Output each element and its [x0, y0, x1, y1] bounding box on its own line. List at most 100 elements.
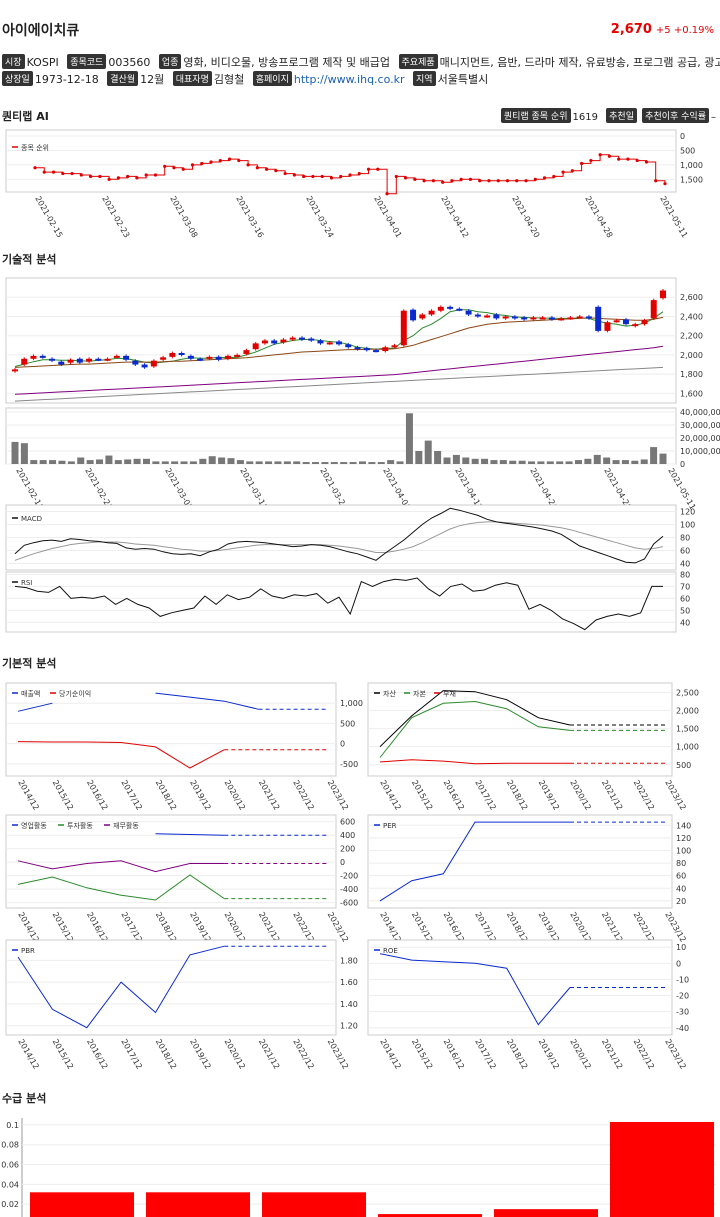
rank-xtick: 2021-03-08	[168, 195, 199, 240]
price-candle	[224, 355, 231, 359]
roe-ytick: -40	[676, 1024, 689, 1033]
rank-point	[61, 171, 65, 176]
pbr-ytick: 1.40	[340, 1000, 358, 1009]
volume-bar	[499, 460, 507, 464]
tag-code: 종목코드	[67, 54, 107, 69]
section-quantum-ai: 퀀티랩 AI	[2, 110, 49, 123]
volume-bar	[584, 458, 592, 464]
rank-point	[98, 174, 102, 179]
assets-ytick: 1,500	[676, 725, 699, 734]
price-candle	[169, 353, 176, 357]
volume-ytick: 10,000,000	[680, 447, 720, 456]
price-candle	[271, 340, 278, 344]
price-candle	[539, 317, 546, 320]
price-candle	[521, 317, 528, 320]
price-candle	[548, 317, 555, 320]
price-ytick: 1,600	[680, 389, 703, 398]
cashflow-xtick: 2016/12	[85, 911, 109, 944]
volume-bar	[236, 460, 244, 464]
per-xtick: 2020/12	[568, 911, 592, 944]
per-xtick: 2018/12	[505, 911, 529, 944]
rank-point	[190, 163, 195, 167]
volume-bar	[302, 462, 310, 464]
price-candle	[160, 357, 167, 360]
price-ma60-line	[14, 345, 664, 395]
sales-series-line	[155, 692, 259, 710]
price-candle	[419, 314, 426, 319]
volume-ytick: 0	[680, 460, 685, 469]
rank-point	[394, 174, 398, 179]
price-candle	[261, 340, 268, 344]
price-candle	[400, 310, 407, 346]
price-candle	[58, 361, 65, 365]
rank-point	[505, 179, 510, 183]
price-candle	[30, 355, 37, 359]
per-ytick: 20	[676, 897, 686, 906]
assets-ytick: 2,000	[676, 707, 699, 716]
rsi-ytick: 80	[680, 570, 690, 579]
rank-point	[227, 157, 232, 161]
roe-ytick: -30	[676, 1008, 689, 1017]
supply-bar	[378, 1214, 482, 1217]
rank-point	[524, 179, 528, 183]
volume-bar	[621, 460, 629, 464]
supply-bar	[494, 1209, 598, 1217]
rank-point	[135, 176, 139, 180]
price-candle	[150, 360, 157, 367]
rank-legend-label: 종목 순위	[21, 144, 49, 152]
rank-line	[35, 154, 666, 195]
rank-point	[376, 167, 380, 171]
rank-point	[163, 164, 167, 168]
per-ytick: 40	[676, 884, 686, 893]
per-series-line	[379, 821, 570, 902]
sales-xtick: 2020/12	[223, 779, 247, 812]
sales-legend-label: 당기순이익	[59, 689, 91, 698]
volume-bar	[96, 459, 104, 464]
rank-point	[292, 173, 297, 177]
supply-ytick: 0.06	[1, 1161, 19, 1170]
volume-bar	[659, 453, 667, 464]
roe-xtick: 2022/12	[632, 1038, 656, 1071]
macd-signal-line	[14, 521, 664, 561]
per-xtick: 2019/12	[537, 911, 561, 944]
volume-bar	[49, 460, 57, 464]
rsi-ytick: 50	[680, 606, 690, 615]
volume-ytick: 20,000,000	[680, 434, 720, 443]
assets-legend-label: 자산	[383, 689, 396, 698]
tag-fiscal-month: 결산월	[107, 71, 139, 86]
price-candle	[95, 358, 102, 361]
roe-xtick: 2023/12	[663, 1038, 687, 1071]
rank-point	[580, 161, 584, 166]
sales-legend-label: 매출액	[21, 689, 40, 698]
cashflow-ytick: 400	[340, 831, 355, 840]
macd-ytick: 40	[680, 560, 690, 569]
sales-xtick: 2023/12	[326, 779, 350, 812]
cashflow-ytick: 0	[340, 858, 345, 867]
homepage-link[interactable]: http://www.ihq.co.kr	[293, 73, 405, 86]
roe-ytick: 10	[676, 943, 686, 952]
volume-bar	[650, 447, 658, 464]
macd-ytick: 80	[680, 534, 690, 543]
price-candle	[437, 306, 444, 311]
rank-point	[329, 176, 334, 180]
sales-ytick: -500	[340, 760, 358, 769]
rank-point	[441, 180, 445, 184]
per-ytick: 60	[676, 872, 686, 881]
volume-bar	[565, 461, 573, 464]
rank-point	[348, 173, 352, 177]
volume-bar	[312, 462, 320, 464]
sales-xtick: 2015/12	[51, 779, 75, 812]
cashflow-xtick: 2019/12	[188, 911, 212, 944]
price-candle	[113, 355, 120, 358]
price-candle	[595, 306, 602, 331]
assets-ytick: 500	[676, 761, 691, 770]
tag-region: 지역	[413, 71, 436, 86]
volume-ytick: 30,000,000	[680, 421, 720, 430]
per-ytick: 120	[676, 834, 691, 843]
assets-xtick: 2015/12	[410, 779, 434, 812]
roe-ytick: -20	[676, 992, 689, 1001]
company-name: 아이에이치큐	[2, 23, 80, 39]
volume-ytick: 40,000,000	[680, 408, 720, 417]
assets-series-line	[379, 700, 571, 758]
price-candle	[622, 319, 629, 325]
